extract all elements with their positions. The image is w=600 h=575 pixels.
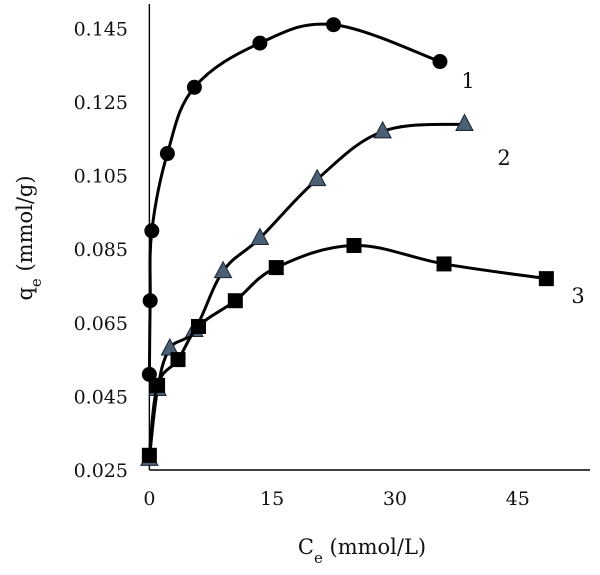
data-point-circle xyxy=(159,146,175,162)
series-layer xyxy=(140,17,554,466)
data-point-square xyxy=(170,352,186,368)
series-label-2: 2 xyxy=(497,146,510,170)
y-tick-label: 0.125 xyxy=(74,92,128,114)
y-tick-label: 0.065 xyxy=(74,313,128,335)
series-label-1: 1 xyxy=(461,69,474,93)
y-tick-label: 0.105 xyxy=(74,166,128,188)
series-label-3: 3 xyxy=(571,284,584,308)
x-tick-label: 45 xyxy=(506,488,530,510)
data-point-square xyxy=(538,271,554,287)
data-point-triangle xyxy=(307,168,327,187)
y-tick-label: 0.045 xyxy=(74,386,128,408)
series-1 xyxy=(141,17,448,382)
axes xyxy=(148,4,590,471)
y-axis-title: qe (mmol/g) xyxy=(13,175,45,300)
x-axis-title: Ce (mmol/L) xyxy=(298,535,426,567)
data-point-square xyxy=(227,293,243,309)
labels-layer: 0.025 0.045 0.065 0.085 0.105 0.125 0.145 0 15 30… xyxy=(13,18,585,567)
data-point-circle xyxy=(252,35,268,51)
data-point-triangle xyxy=(160,337,180,356)
data-point-square xyxy=(268,260,284,276)
series-line xyxy=(147,244,548,457)
data-point-circle xyxy=(326,17,342,33)
data-point-circle xyxy=(186,79,202,95)
data-point-square xyxy=(346,238,362,254)
data-point-triangle xyxy=(213,260,233,279)
series-line xyxy=(147,122,466,461)
series-2 xyxy=(140,113,474,466)
data-point-triangle xyxy=(373,120,392,139)
x-tick-label: 0 xyxy=(143,488,155,510)
x-tick-label: 30 xyxy=(383,488,407,510)
y-tick-label: 0.085 xyxy=(74,239,128,261)
data-point-square xyxy=(436,256,452,272)
data-point-triangle xyxy=(455,113,474,131)
series-3 xyxy=(141,238,554,463)
data-point-square xyxy=(150,377,166,393)
data-point-circle xyxy=(432,54,448,70)
y-tick-label: 0.145 xyxy=(74,18,128,40)
data-point-square xyxy=(190,318,206,334)
data-point-circle xyxy=(142,293,158,309)
data-point-circle xyxy=(144,223,160,239)
y-tick-label: 0.025 xyxy=(74,460,128,482)
x-tick-label: 15 xyxy=(260,488,284,510)
data-point-square xyxy=(141,447,157,463)
data-point-triangle xyxy=(250,227,270,246)
